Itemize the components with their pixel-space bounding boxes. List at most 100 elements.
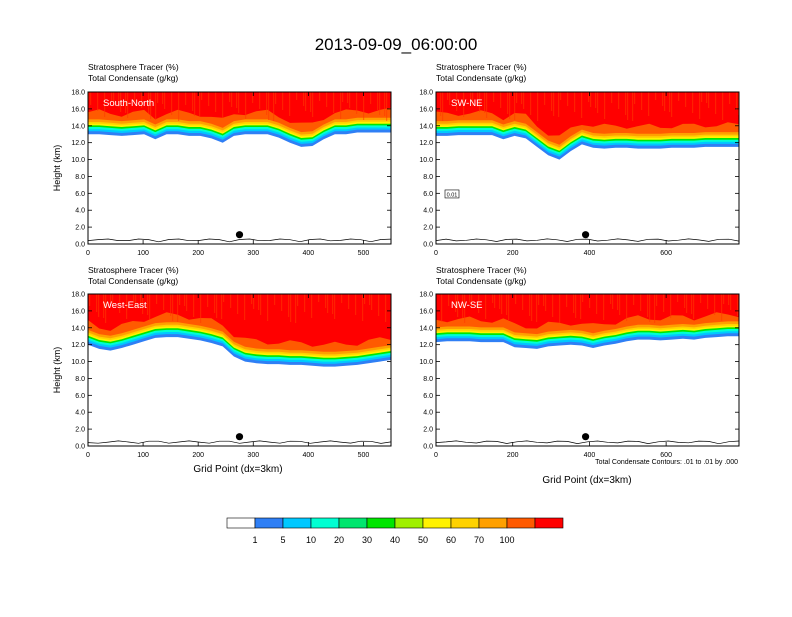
tracer-streak — [447, 92, 449, 100]
tracer-streak — [708, 92, 710, 108]
tracer-streak — [737, 294, 739, 316]
plot-frame — [435, 293, 740, 447]
y-tick-label: 8.0 — [423, 376, 433, 383]
tracer-streak — [625, 92, 627, 115]
y-tick-label: 18.0 — [419, 90, 433, 97]
x-tick-label: 100 — [137, 452, 149, 459]
tracer-streak — [192, 92, 194, 111]
tracer-streak — [127, 92, 129, 118]
tracer-streak — [133, 294, 135, 303]
tracer-streak — [96, 294, 98, 312]
tracer-streak — [442, 92, 444, 121]
panel-1-subtitle-1: Stratosphere Tracer (%) — [88, 62, 179, 72]
x-tick-label: 300 — [247, 452, 259, 459]
tracer-streak — [364, 294, 366, 304]
tracer-streak — [617, 294, 619, 310]
tracer-streak — [229, 92, 231, 102]
tracer-streak — [384, 92, 386, 116]
tracer-streak — [700, 294, 702, 303]
tracer-streak — [305, 92, 307, 111]
tracer-streak — [582, 294, 584, 302]
tracer-streak — [537, 92, 539, 121]
y-tick-label: 16.0 — [71, 308, 85, 315]
tracer-streak — [113, 92, 115, 106]
panel-3-ylabel: Height (km) — [52, 347, 62, 394]
tracer-streak — [462, 294, 464, 318]
y-tick-label: 12.0 — [71, 342, 85, 349]
tracer-field — [88, 294, 391, 367]
tracer-streak — [119, 294, 121, 313]
tracer-streak — [722, 92, 724, 120]
terrain-line — [87, 238, 392, 243]
tracer-streak — [253, 294, 255, 309]
tracer-streak — [325, 294, 327, 308]
tracer-streak — [560, 92, 562, 100]
y-tick-label: 16.0 — [71, 106, 85, 113]
tracer-streak — [559, 294, 561, 323]
panel-label: West-East — [103, 300, 147, 311]
tracer-streak — [178, 92, 180, 121]
tracer-streak — [379, 92, 381, 115]
x-tick-label: 400 — [584, 452, 596, 459]
tracer-streak — [281, 294, 283, 311]
tracer-streak — [706, 92, 708, 103]
panel-4-subtitle-1: Stratosphere Tracer (%) — [436, 265, 527, 275]
panel-south-north: Stratosphere Tracer (%) Total Condensate… — [52, 62, 392, 257]
tracer-streak — [251, 294, 253, 304]
tracer-streak — [685, 92, 687, 107]
tracer-streak — [327, 294, 329, 313]
tracer-streak — [633, 294, 635, 305]
tracer-streak — [112, 294, 114, 307]
colorbar-swatch — [394, 517, 424, 529]
tracer-streak — [648, 92, 650, 116]
tracer-streak — [221, 294, 223, 319]
tracer-streak — [655, 92, 657, 100]
tracer-streak — [449, 92, 451, 105]
x-tick-label: 600 — [660, 250, 672, 257]
tracer-layer — [436, 92, 739, 136]
tracer-streak — [97, 92, 99, 111]
x-tick-label: 400 — [584, 250, 596, 257]
tracer-streak — [677, 294, 679, 302]
y-tick-label: 12.0 — [419, 140, 433, 147]
x-tick-label: 600 — [660, 452, 672, 459]
colorbar-label: 60 — [446, 535, 456, 545]
tracer-streak — [448, 294, 450, 306]
tracer-streak — [634, 92, 636, 104]
tracer-streak — [715, 92, 717, 114]
x-tick-label: 500 — [358, 250, 370, 257]
tracer-streak — [663, 294, 665, 312]
colorbar: 1 5 10 20 30 40 50 60 70 100 — [226, 517, 564, 545]
location-dot — [581, 433, 590, 441]
y-tick-label: 10.0 — [71, 359, 85, 366]
tracer-streak — [626, 294, 628, 321]
colorbar-label: 40 — [390, 535, 400, 545]
tracer-streak — [603, 294, 605, 320]
tracer-streak — [208, 92, 210, 106]
tracer-streak — [736, 92, 738, 110]
tracer-streak — [514, 92, 516, 120]
tracer-streak — [494, 294, 496, 308]
tracer-streak — [371, 294, 373, 310]
location-dot — [235, 433, 244, 441]
x-tick-label: 200 — [192, 250, 204, 257]
tracer-streak — [274, 294, 276, 305]
tracer-streak — [147, 294, 149, 315]
tracer-streak — [89, 294, 91, 306]
tracer-streak — [484, 92, 486, 113]
tracer-streak — [664, 92, 666, 111]
tracer-streak — [326, 92, 328, 107]
tracer-streak — [521, 92, 523, 104]
tracer-streak — [581, 92, 583, 118]
tracer-streak — [273, 92, 275, 121]
tracer-streak — [509, 92, 511, 119]
tracer-streak — [164, 92, 166, 109]
tracer-streak — [194, 92, 196, 116]
tracer-streak — [267, 294, 269, 321]
tracer-streak — [654, 294, 656, 323]
tracer-streak — [604, 92, 606, 119]
tracer-streak — [98, 294, 100, 317]
tracer-streak — [170, 294, 172, 316]
tracer-streak — [671, 92, 673, 117]
